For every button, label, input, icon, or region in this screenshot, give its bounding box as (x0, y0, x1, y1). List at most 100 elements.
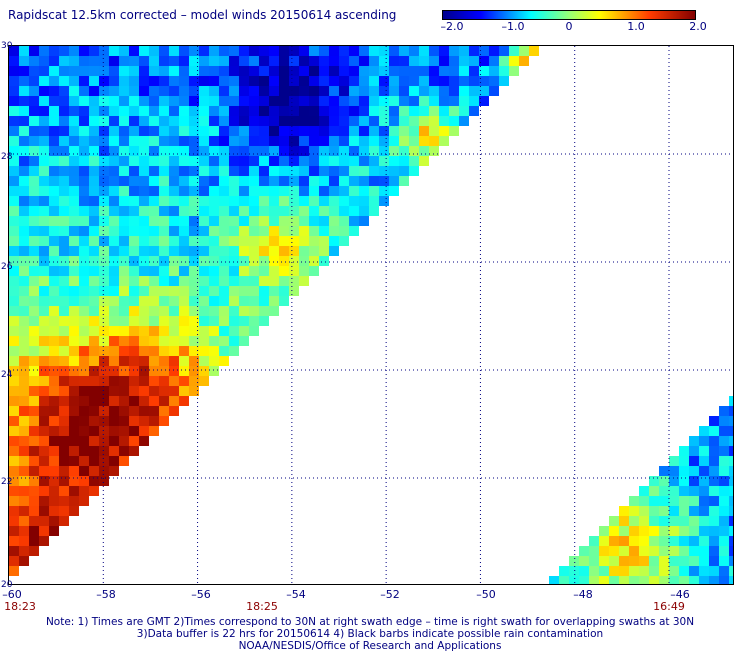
swath-cell (289, 206, 299, 216)
swath-cell (29, 526, 39, 536)
swath-cell (89, 196, 99, 206)
swath-cell (219, 176, 229, 186)
swath-cell (209, 346, 219, 356)
swath-cell (149, 246, 159, 256)
swath-cell (709, 486, 719, 496)
swath-cell (9, 86, 19, 96)
swath-cell (329, 236, 339, 246)
swath-cell (129, 206, 139, 216)
swath-cell (159, 286, 169, 296)
swath-cell (79, 396, 89, 406)
swath-cell (339, 186, 349, 196)
swath-cell (99, 236, 109, 246)
swath-cell (389, 136, 399, 146)
swath-cell (309, 256, 319, 266)
swath-cell (149, 196, 159, 206)
swath-cell (99, 146, 109, 156)
swath-cell (79, 476, 89, 486)
swath-cell (389, 86, 399, 96)
swath-cell (49, 296, 59, 306)
swath-cell (219, 86, 229, 96)
swath-time-left: 18:23 (4, 600, 36, 613)
swath-cell (249, 206, 259, 216)
swath-cell (379, 126, 389, 136)
swath-cell (349, 116, 359, 126)
swath-cell (239, 56, 249, 66)
swath-cell (89, 226, 99, 236)
swath-cell (639, 556, 649, 566)
swath-cell (649, 546, 659, 556)
swath-cell (149, 256, 159, 266)
swath-cell (169, 366, 179, 376)
swath-cell (49, 526, 59, 536)
swath-cell (419, 156, 429, 166)
swath-cell (139, 416, 149, 426)
swath-cell (29, 106, 39, 116)
swath-cell (279, 86, 289, 96)
swath-cell (19, 296, 29, 306)
swath-cell (49, 506, 59, 516)
swath-cell (669, 576, 679, 584)
swath-cell (639, 536, 649, 546)
swath-cell (39, 126, 49, 136)
swath-cell (209, 46, 219, 56)
swath-cell (139, 276, 149, 286)
swath-cell (679, 466, 689, 476)
swath-cell (459, 56, 469, 66)
swath-cell (69, 206, 79, 216)
swath-cell (269, 286, 279, 296)
swath-cell (19, 326, 29, 336)
swath-cell (269, 126, 279, 136)
swath-cell (289, 276, 299, 286)
swath-cell (259, 56, 269, 66)
swath-cell (69, 286, 79, 296)
swath-cell (339, 226, 349, 236)
swath-cell (419, 136, 429, 146)
swath-cell (69, 146, 79, 156)
swath-cell (209, 76, 219, 86)
swath-cell (79, 146, 89, 156)
swath-cell (679, 556, 689, 566)
swath-cell (669, 486, 679, 496)
swath-cell (59, 156, 69, 166)
swath-cell (259, 96, 269, 106)
swath-cell (189, 296, 199, 306)
swath-cell (209, 66, 219, 76)
swath-cell (39, 46, 49, 56)
swath-cell (89, 266, 99, 276)
swath-cell (249, 96, 259, 106)
swath-cell (129, 386, 139, 396)
swath-cell (109, 136, 119, 146)
swath-cell (89, 456, 99, 466)
swath-cell (119, 116, 129, 126)
swath-cell (209, 316, 219, 326)
swath-cell (19, 286, 29, 296)
swath-cell (89, 416, 99, 426)
swath-cell (89, 256, 99, 266)
swath-cell (109, 206, 119, 216)
swath-cell (29, 486, 39, 496)
swath-cell (9, 396, 19, 406)
swath-cell (319, 126, 329, 136)
swath-cell (99, 46, 109, 56)
swath-cell (119, 66, 129, 76)
swath-cell (589, 536, 599, 546)
swath-cell (139, 316, 149, 326)
swath-cell (599, 556, 609, 566)
swath-cell (269, 176, 279, 186)
swath-cell (39, 56, 49, 66)
swath-cell (239, 236, 249, 246)
swath-cell (179, 186, 189, 196)
swath-cell (99, 376, 109, 386)
swath-cell (239, 206, 249, 216)
swath-cell (439, 46, 449, 56)
swath-cell (119, 136, 129, 146)
swath-cell (19, 106, 29, 116)
swath-cell (119, 106, 129, 116)
swath-cell (139, 176, 149, 186)
swath-cell (129, 176, 139, 186)
swath-cell (109, 286, 119, 296)
swath-cell (259, 166, 269, 176)
swath-cell (89, 406, 99, 416)
swath-cell (309, 196, 319, 206)
